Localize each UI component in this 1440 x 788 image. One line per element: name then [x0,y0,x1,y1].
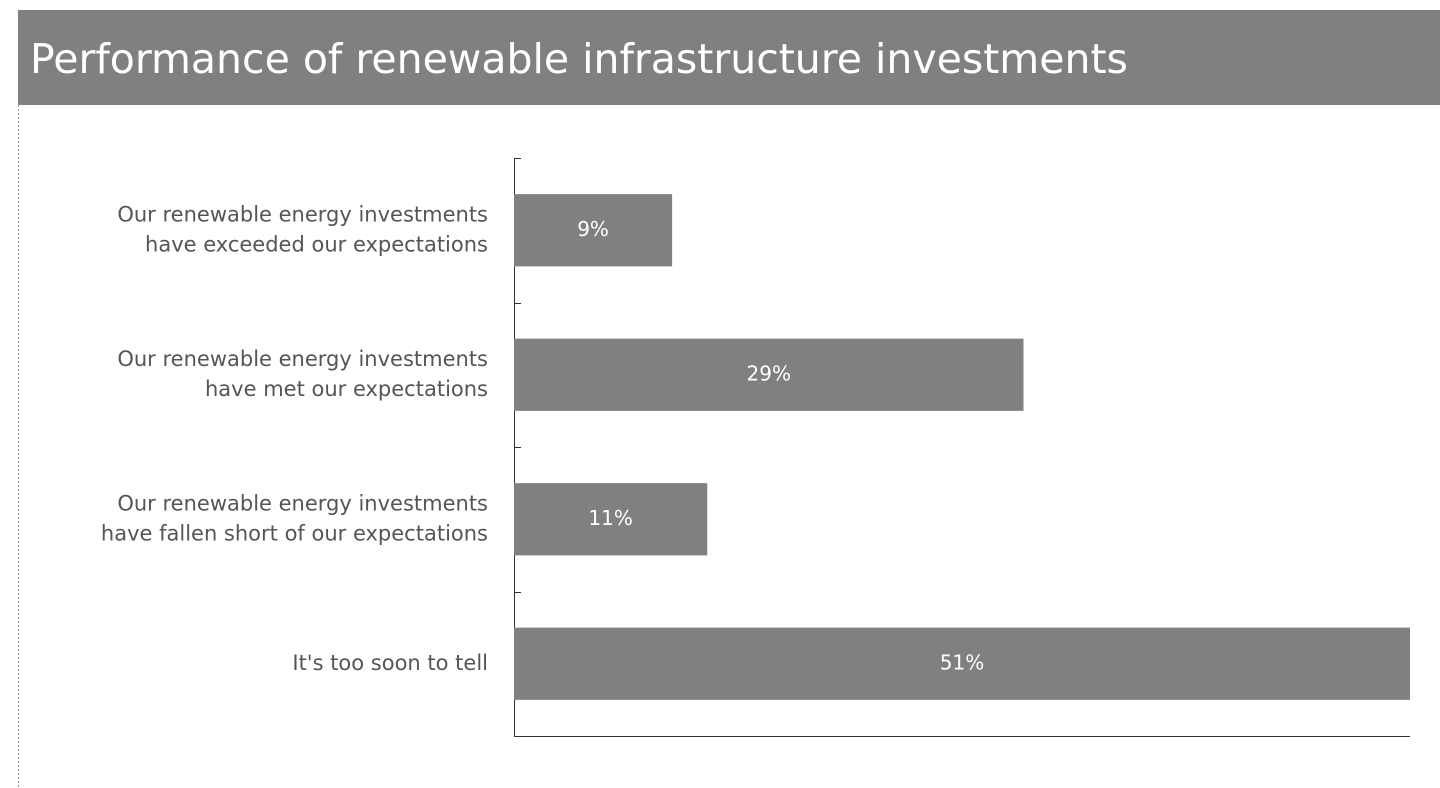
bar [514,194,673,267]
y-tick-label: It's too soon to tell [292,651,488,675]
value-label: 9% [577,217,609,241]
bar [514,338,1024,411]
y-tick-label: Our renewable energy investments have fal… [101,491,488,545]
bar [514,483,708,556]
title-banner [18,10,1440,105]
y-tick-label: Our renewable energy investments have exc… [117,202,488,256]
chart-title: Performance of renewable infrastructure … [30,35,1128,83]
bar [514,627,1410,700]
value-label: 29% [747,361,791,385]
value-label: 51% [940,650,984,674]
value-label: 11% [588,506,632,530]
y-tick-label: Our renewable energy investments have met… [117,347,488,401]
